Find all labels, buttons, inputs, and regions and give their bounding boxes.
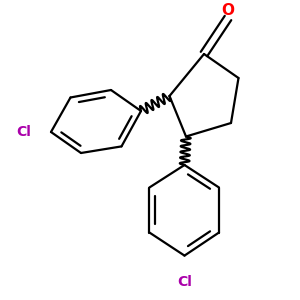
Text: Cl: Cl <box>177 275 192 289</box>
Text: Cl: Cl <box>16 125 32 139</box>
Text: O: O <box>221 3 235 18</box>
